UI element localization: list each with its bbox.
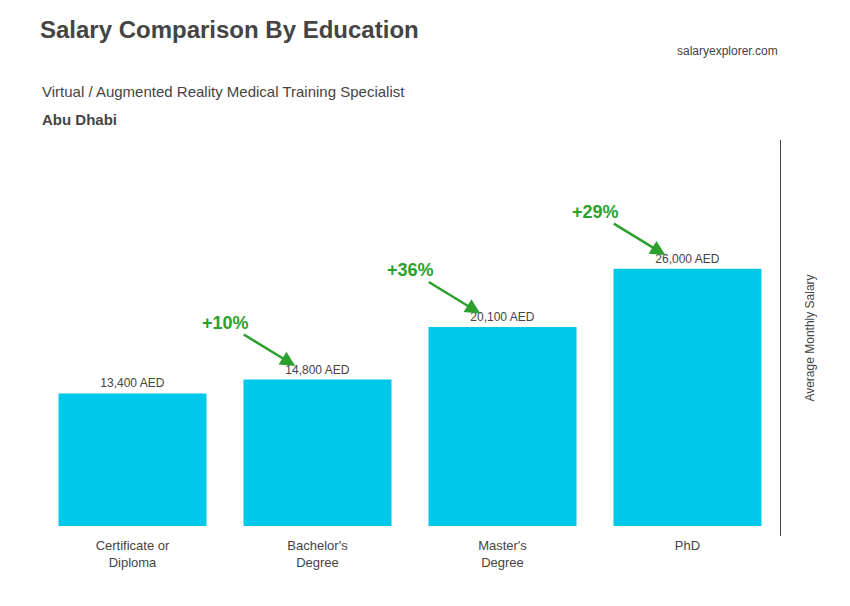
svg-text:14,800 AED: 14,800 AED (285, 363, 349, 377)
svg-text:Virtual / Augmented Reality Me: Virtual / Augmented Reality Medical Trai… (42, 83, 405, 100)
svg-text:Salary Comparison By Education: Salary Comparison By Education (40, 16, 419, 43)
svg-text:+29%: +29% (572, 202, 619, 222)
svg-text:+36%: +36% (387, 260, 434, 280)
svg-text:Bachelor'sDegree: Bachelor'sDegree (287, 538, 348, 570)
svg-text:salaryexplorer.com: salaryexplorer.com (677, 44, 778, 58)
svg-text:Abu Dhabi: Abu Dhabi (42, 111, 117, 128)
svg-text:PhD: PhD (675, 538, 700, 553)
svg-text:20,100 AED: 20,100 AED (470, 310, 534, 324)
svg-text:Average Monthly Salary: Average Monthly Salary (803, 274, 817, 401)
svg-text:26,000 AED: 26,000 AED (655, 252, 719, 266)
svg-text:13,400 AED: 13,400 AED (100, 376, 164, 390)
svg-text:Master'sDegree: Master'sDegree (478, 538, 527, 570)
svg-text:+10%: +10% (202, 313, 249, 333)
svg-text:Certificate orDiploma: Certificate orDiploma (96, 538, 170, 570)
